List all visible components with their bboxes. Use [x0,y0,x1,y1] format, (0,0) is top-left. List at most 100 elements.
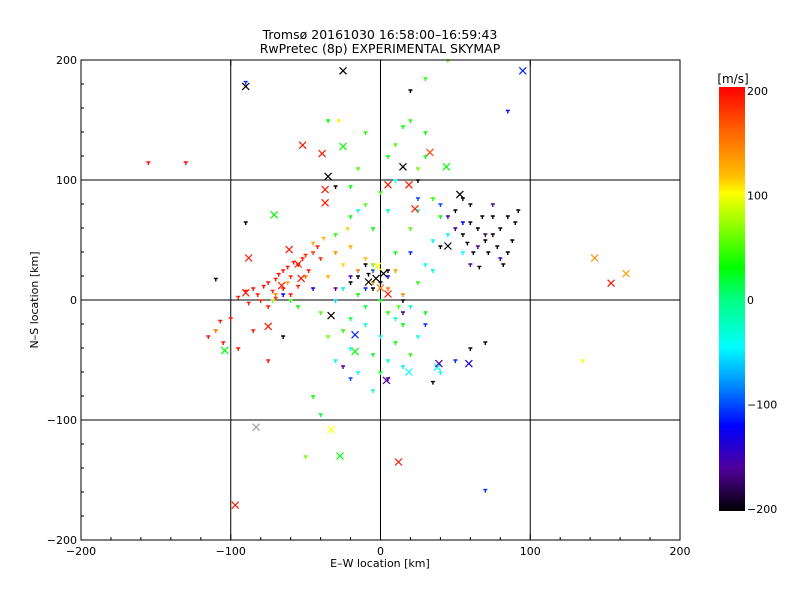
data-point [483,488,488,493]
data-point [281,269,286,273]
data-point [318,311,323,315]
data-cross [318,149,327,158]
data-point [213,277,218,282]
x-tick-label: −100 [216,545,246,558]
data-point [236,347,241,351]
colorbar-tick-label: −200 [747,503,777,516]
data-point [206,335,211,339]
data-point [285,265,290,270]
data-cross [321,185,330,194]
y-tick-label: 100 [56,174,77,187]
data-point [303,253,308,258]
data-point [490,203,495,207]
data-cross [327,425,336,434]
data-point [366,272,371,277]
data-point [348,377,353,381]
data-point [378,371,383,375]
data-point [430,239,435,243]
data-cross [373,262,382,271]
x-tick-label: 100 [520,545,541,558]
data-point [333,299,338,303]
data-cross [455,190,464,199]
data-point [246,301,251,306]
chart-title-line1: Tromsø 20161030 16:58:00–16:59:43 [262,27,498,42]
data-point [228,317,233,321]
colorbar-tick-label: 0 [747,294,754,307]
data-point [483,233,488,237]
data-cross [252,423,261,432]
data-point [430,269,435,273]
data-point [460,233,465,237]
data-point [495,245,500,249]
y-axis-label: N–S location [km] [28,251,41,348]
data-point [356,275,361,279]
data-point [396,305,401,309]
data-point [483,341,488,345]
data-cross [364,278,373,286]
data-point [393,251,398,255]
data-point [306,269,311,273]
data-point [311,395,316,399]
data-point [423,155,428,159]
data-point [341,365,346,369]
data-cross [270,210,279,219]
data-point [363,131,368,135]
data-point [415,179,420,183]
data-point [288,275,293,279]
data-point [341,329,346,333]
data-point [348,215,353,219]
data-point [415,281,420,285]
data-cross [351,330,359,339]
data-point [300,257,305,261]
data-point [363,305,368,309]
data-point [348,275,353,279]
data-point [321,236,326,241]
data-cross [405,368,413,376]
data-point [270,299,275,303]
data-point [258,299,263,303]
data-point [460,197,465,201]
data-point [371,389,376,393]
data-point [385,209,390,213]
data-point [348,185,353,189]
data-point [356,167,361,171]
data-point [288,293,293,297]
data-point [505,215,510,219]
data-cross [297,274,306,283]
data-point [430,197,435,201]
data-point [285,281,290,285]
data-point [236,295,241,300]
data-point [501,263,506,267]
data-point [266,281,271,285]
data-point [318,257,323,261]
data-point [408,251,413,255]
data-point [356,209,361,213]
data-cross [220,346,229,355]
data-point [291,260,296,265]
data-point [423,77,428,81]
data-point [251,329,256,333]
data-cross [382,376,391,385]
data-point [505,251,510,255]
data-point [243,221,248,225]
data-point [273,296,278,301]
y-tick-label: −200 [47,534,77,547]
data-point [348,281,353,285]
data-point [408,305,413,309]
data-point [400,125,405,129]
colorbar-label: [m/s] [717,72,748,86]
data-point [468,347,473,351]
data-point [438,215,443,219]
data-cross [405,180,413,189]
data-point [468,221,473,225]
data-point [408,119,413,123]
data-point [385,311,390,315]
data-point [438,371,443,375]
colorbar-ticks: 200 100 0 −100 −200 [747,85,777,516]
data-point [505,109,510,114]
data-cross [231,501,240,510]
data-cross [277,281,286,290]
data-point [393,269,398,273]
data-point [333,233,338,237]
